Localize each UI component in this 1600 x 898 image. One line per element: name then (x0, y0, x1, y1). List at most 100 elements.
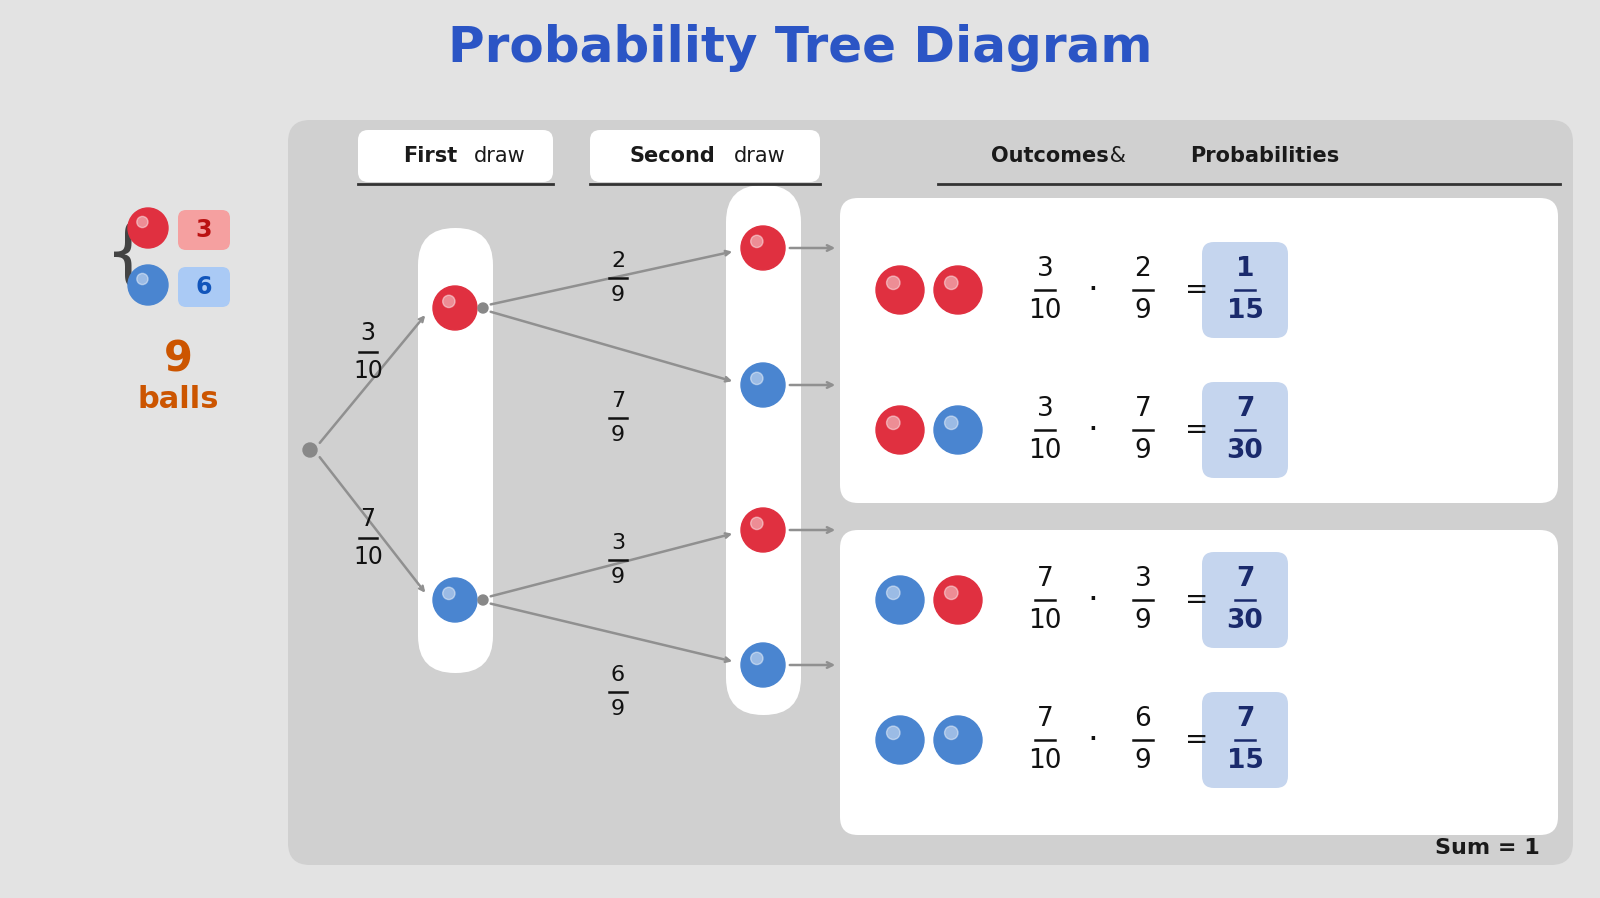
Circle shape (741, 508, 786, 552)
Circle shape (877, 406, 925, 454)
Text: 10: 10 (354, 545, 382, 569)
Circle shape (434, 286, 477, 330)
Text: =: = (1186, 726, 1208, 754)
Circle shape (443, 587, 454, 600)
Text: 3: 3 (1037, 396, 1053, 422)
Text: 9: 9 (611, 425, 626, 445)
Text: 9: 9 (1134, 608, 1152, 634)
Text: 3: 3 (1037, 256, 1053, 282)
Text: Second: Second (629, 146, 715, 166)
Circle shape (302, 443, 317, 457)
FancyBboxPatch shape (1202, 242, 1288, 338)
Text: Probabilities: Probabilities (1190, 146, 1339, 166)
Text: =: = (1186, 416, 1208, 444)
Text: First: First (403, 146, 458, 166)
Text: 10: 10 (1029, 298, 1062, 324)
Text: 10: 10 (354, 359, 382, 383)
FancyBboxPatch shape (178, 267, 230, 307)
Text: 3: 3 (195, 218, 213, 242)
Text: =: = (1186, 276, 1208, 304)
Text: 6: 6 (611, 665, 626, 685)
Circle shape (128, 265, 168, 305)
Text: 15: 15 (1227, 748, 1264, 774)
Text: ·: · (1088, 413, 1098, 446)
Circle shape (741, 226, 786, 270)
Text: 10: 10 (1029, 438, 1062, 464)
Circle shape (128, 208, 168, 248)
Text: 1: 1 (1235, 256, 1254, 282)
Text: draw: draw (734, 146, 786, 166)
Text: 9: 9 (611, 285, 626, 304)
Circle shape (886, 276, 899, 289)
FancyBboxPatch shape (840, 198, 1558, 503)
Text: Sum = 1: Sum = 1 (1435, 838, 1539, 858)
Circle shape (886, 726, 899, 740)
Circle shape (138, 273, 147, 285)
Circle shape (934, 406, 982, 454)
Circle shape (944, 726, 958, 740)
Circle shape (877, 716, 925, 764)
Text: ·: · (1088, 274, 1098, 306)
Circle shape (750, 235, 763, 248)
FancyBboxPatch shape (840, 530, 1558, 835)
Circle shape (944, 586, 958, 600)
Circle shape (944, 416, 958, 429)
Text: 7: 7 (1235, 566, 1254, 592)
Text: {: { (106, 221, 150, 289)
Circle shape (944, 276, 958, 289)
Text: 9: 9 (1134, 748, 1152, 774)
Text: 9: 9 (611, 567, 626, 586)
Text: draw: draw (474, 146, 526, 166)
Text: 7: 7 (1235, 396, 1254, 422)
Text: 6: 6 (195, 275, 213, 299)
Text: 2: 2 (611, 251, 626, 271)
Circle shape (886, 586, 899, 600)
Text: Probability Tree Diagram: Probability Tree Diagram (448, 24, 1152, 72)
Text: 7: 7 (1134, 396, 1152, 422)
FancyBboxPatch shape (1202, 692, 1288, 788)
Circle shape (934, 266, 982, 314)
Text: 7: 7 (611, 392, 626, 411)
Text: 7: 7 (1037, 566, 1053, 592)
FancyBboxPatch shape (418, 228, 493, 673)
Text: ·: · (1088, 724, 1098, 756)
Text: balls: balls (138, 385, 219, 415)
Circle shape (741, 643, 786, 687)
Text: 2: 2 (1134, 256, 1152, 282)
Text: 3: 3 (360, 321, 376, 345)
Text: 10: 10 (1029, 608, 1062, 634)
Circle shape (741, 363, 786, 407)
FancyBboxPatch shape (726, 185, 802, 715)
Text: 15: 15 (1227, 298, 1264, 324)
Circle shape (750, 652, 763, 665)
Circle shape (877, 266, 925, 314)
FancyBboxPatch shape (590, 130, 819, 182)
Circle shape (478, 595, 488, 605)
Circle shape (750, 373, 763, 384)
FancyBboxPatch shape (178, 210, 230, 250)
Text: 7: 7 (1037, 706, 1053, 732)
Text: 9: 9 (163, 339, 192, 381)
Text: 30: 30 (1227, 608, 1264, 634)
Text: 9: 9 (611, 699, 626, 718)
FancyBboxPatch shape (1202, 552, 1288, 648)
Text: 30: 30 (1227, 438, 1264, 464)
FancyBboxPatch shape (358, 130, 554, 182)
Circle shape (478, 303, 488, 313)
FancyBboxPatch shape (1202, 382, 1288, 478)
Text: 9: 9 (1134, 438, 1152, 464)
Circle shape (138, 216, 147, 227)
Circle shape (443, 295, 454, 307)
Text: 7: 7 (360, 506, 376, 531)
Text: &: & (1102, 146, 1133, 166)
Circle shape (750, 517, 763, 530)
Text: 6: 6 (1134, 706, 1152, 732)
Text: 9: 9 (1134, 298, 1152, 324)
Text: =: = (1186, 586, 1208, 614)
Circle shape (934, 716, 982, 764)
Circle shape (934, 576, 982, 624)
Text: 7: 7 (1235, 706, 1254, 732)
Text: ·: · (1088, 584, 1098, 617)
Circle shape (886, 416, 899, 429)
Text: 10: 10 (1029, 748, 1062, 774)
